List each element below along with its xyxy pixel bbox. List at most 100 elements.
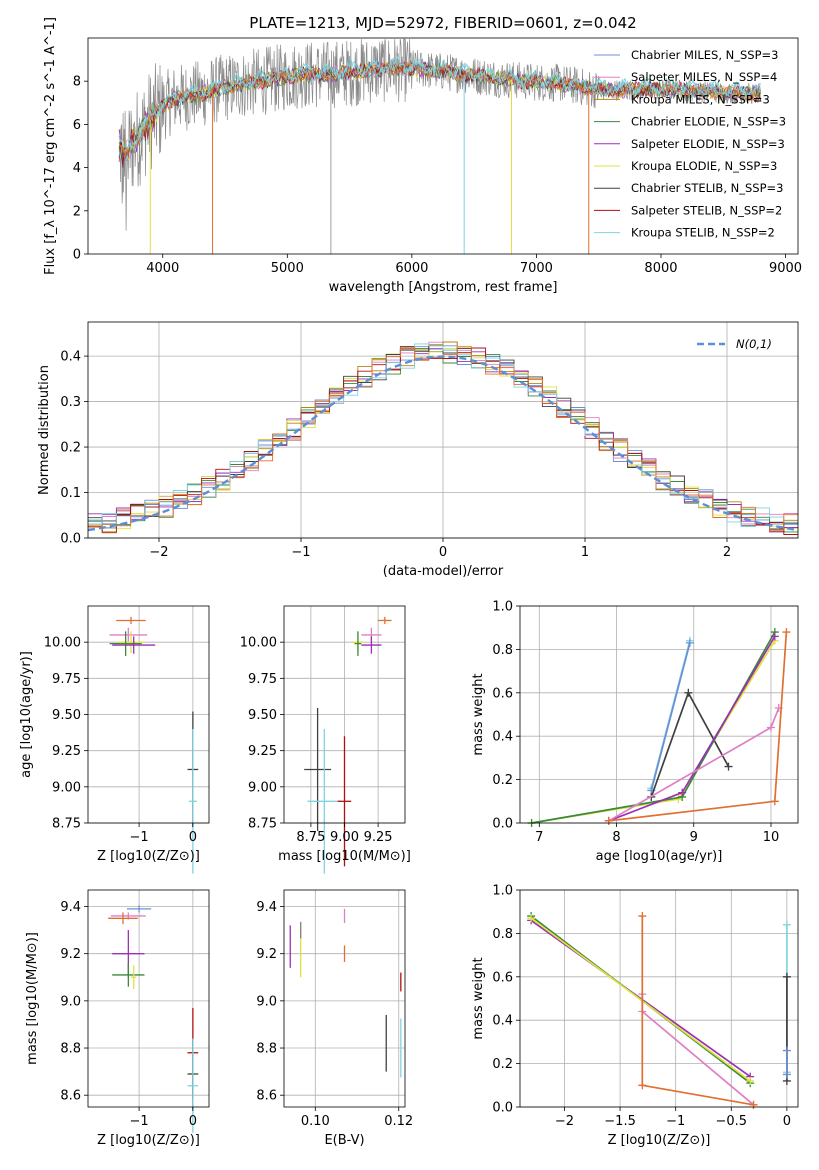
massweight_vs_Z-line-4	[641, 916, 754, 1106]
residuals-ytick-label-2: 0.2	[60, 441, 81, 456]
spectrum-xtick-label-3: 7000	[520, 261, 553, 276]
massweight_vs_Z-ytick-label-5: 1.0	[492, 884, 513, 899]
age_vs_Z-plot-area	[109, 616, 199, 874]
legend-label-8: Kroupa STELIB, N_SSP=2	[631, 226, 775, 240]
age_vs_Z-grid	[88, 606, 209, 824]
massweight_vs_age-panel: 7 8 9 10 0.0 0.2 0.4 0.6 0.8 1.0 age [log10(age/yr…	[471, 600, 799, 864]
massweight_vs_age-xtick-label-2: 9	[690, 830, 698, 845]
mass_vs_Z-frame	[87, 889, 210, 1108]
legend-label-3: Chabrier ELODIE, N_SSP=3	[631, 115, 786, 129]
spectrum-ytick-label-2: 4	[73, 161, 81, 176]
massweight_vs_age-marker-5-2	[770, 632, 779, 641]
age_vs_Z-ytick-label-1: 9.00	[52, 780, 81, 795]
age_vs_mass-xtick-label-2: 9.25	[364, 830, 393, 845]
mass_vs_EBV-grid	[284, 890, 405, 1107]
mass_vs_EBV-xtick-label-1: 0.12	[384, 1114, 413, 1129]
massweight_vs_age-xtick-label-1: 8	[612, 830, 620, 845]
spectrum-model-line-6	[118, 60, 761, 168]
massweight_vs_age-marker-2-2	[724, 762, 733, 771]
mass_vs_EBV-ytick-label-3: 9.2	[256, 947, 277, 962]
residuals-ytick-label-3: 0.3	[60, 395, 81, 410]
massweight_vs_age-marker-1-1	[685, 638, 694, 647]
mass_vs_EBV-xlabel: E(B-V)	[324, 1133, 364, 1148]
age_vs_mass-xlabel: mass [log10(M/M⊙)]	[278, 849, 411, 864]
age_vs_Z-ytick-label-3: 9.50	[52, 708, 81, 723]
residuals-xlabel: (data-model)/error	[383, 564, 504, 579]
age_vs_Z-xtick-label-0: −1	[130, 830, 149, 845]
massweight_vs_age-plot-area	[527, 628, 791, 827]
massweight_vs_Z-ytick-label-4: 0.8	[492, 927, 513, 942]
massweight_vs_Z-ylabel: mass weight	[471, 957, 486, 1039]
histogram-step-2	[88, 341, 798, 534]
massweight_vs_Z-ytick-label-2: 0.4	[492, 1014, 513, 1029]
spectrum-xlabel: wavelength [Angstrom, rest frame]	[329, 280, 558, 295]
residuals-ylabel: Normed distribution	[37, 365, 52, 495]
residuals-ytick-label-4: 0.4	[60, 350, 81, 365]
massweight_vs_Z-xtick-label-3: −0.5	[715, 1114, 747, 1129]
spectrum-xtick-label-2: 6000	[395, 261, 428, 276]
massweight_vs_Z-grid	[520, 889, 798, 1108]
spectrum-model-line-8	[118, 61, 761, 160]
spectrum-xtick-label-1: 5000	[271, 261, 304, 276]
massweight_vs_age-marker-7-0	[604, 816, 613, 825]
massweight_vs_age-xlabel: age [log10(age/yr)]	[596, 849, 723, 864]
spectrum-ylabel: Flux [f_λ 10^-17 erg cm^-2 s^-1 A^-1]	[43, 17, 58, 275]
mass_vs_Z-ytick-label-2: 9.0	[60, 994, 81, 1009]
massweight_vs_Z-marker-4-0	[638, 912, 647, 921]
residuals-xtick-label-2: 0	[439, 545, 447, 560]
mass_vs_EBV-frame	[283, 889, 406, 1108]
mass_vs_Z-ytick-label-4: 9.4	[60, 900, 81, 915]
massweight_vs_age-marker-2-1	[684, 688, 693, 697]
massweight_vs_Z-panel: −2 −1.5 −1 −0.5 0 0.0 0.2 0.4 0.6 0.8 1.0 Z [log10(…	[471, 884, 799, 1148]
massweight_vs_age-ytick-label-1: 0.2	[492, 773, 513, 788]
massweight_vs_Z-marker-7-0	[782, 1046, 791, 1055]
massweight_vs_Z-xlabel: Z [log10(Z/Z⊙)]	[608, 1133, 711, 1148]
age_vs_mass-ytick-label-4: 9.75	[248, 672, 277, 687]
spectrum-model-line-cyan	[118, 54, 761, 151]
massweight_vs_age-ylabel: mass weight	[471, 673, 486, 755]
age_vs_Z-ytick-label-0: 8.75	[52, 817, 81, 832]
massweight_vs_Z-plot-area	[527, 912, 791, 1109]
age_vs_mass-ytick-label-3: 9.50	[248, 708, 277, 723]
legend-label-4: Salpeter ELODIE, N_SSP=3	[631, 137, 785, 151]
age_vs_mass-xtick-label-1: 9.00	[330, 830, 359, 845]
residuals-ytick-label-1: 0.1	[60, 486, 81, 501]
massweight_vs_Z-marker-5-0	[782, 920, 791, 929]
massweight_vs_age-xtick-label-0: 7	[535, 830, 543, 845]
legend-label-1: Salpeter MILES, N_SSP=4	[631, 70, 777, 84]
massweight_vs_age-ytick-label-2: 0.4	[492, 730, 513, 745]
age_vs_Z-ytick-label-2: 9.25	[52, 744, 81, 759]
age_vs_Z-ylabel: age [log10(age/yr)]	[19, 651, 34, 778]
massweight_vs_age-marker-6-1	[766, 723, 775, 732]
massweight_vs_age-marker-5-1	[678, 788, 687, 797]
spectrum-ytick-label-3: 6	[73, 118, 81, 133]
massweight_vs_Z-marker-2-0	[527, 914, 536, 923]
massweight_vs_Z-frame	[519, 889, 799, 1108]
spectrum-xtick-label-5: 9000	[769, 261, 802, 276]
massweight_vs_age-marker-7-1	[770, 797, 779, 806]
massweight_vs_age-ytick-label-0: 0.0	[492, 817, 513, 832]
massweight_vs_age-marker-7-2	[782, 628, 791, 637]
residuals-frame	[87, 321, 799, 539]
legend-label-2: Kroupa MILES, N_SSP=3	[631, 92, 770, 106]
age_vs_mass-ytick-label-5: 10.00	[240, 636, 277, 651]
massweight_vs_Z-marker-6-0	[782, 972, 791, 981]
massweight_vs_Z-ytick-label-1: 0.2	[492, 1057, 513, 1072]
massweight_vs_Z-ytick-label-3: 0.6	[492, 970, 513, 985]
spectrum-plot-area	[118, 38, 761, 254]
legend-label-5: Kroupa ELODIE, N_SSP=3	[631, 159, 777, 173]
massweight_vs_Z-xtick-label-0: −2	[555, 1114, 574, 1129]
massweight_vs_age-ytick-label-4: 0.8	[492, 643, 513, 658]
mass_vs_Z-xlabel: Z [log10(Z/Z⊙)]	[97, 1133, 200, 1148]
mass_vs_Z-ytick-label-3: 9.2	[60, 947, 81, 962]
spectrum-ytick-label-0: 0	[73, 248, 81, 263]
spectrum-xtick-label-4: 8000	[644, 261, 677, 276]
residuals-plot-area	[87, 341, 799, 535]
mass_vs_Z-ylabel: mass [log10(M/M⊙)]	[25, 932, 40, 1065]
massweight_vs_Z-marker-4-2	[749, 1100, 758, 1109]
massweight_vs_age-frame	[519, 605, 799, 824]
gaussian-legend-label: N(0,1)	[736, 337, 772, 351]
massweight_vs_Z-xtick-label-1: −1.5	[604, 1114, 636, 1129]
massweight_vs_Z-line-2	[530, 917, 751, 1082]
mass_vs_Z-ytick-label-0: 8.6	[60, 1089, 81, 1104]
